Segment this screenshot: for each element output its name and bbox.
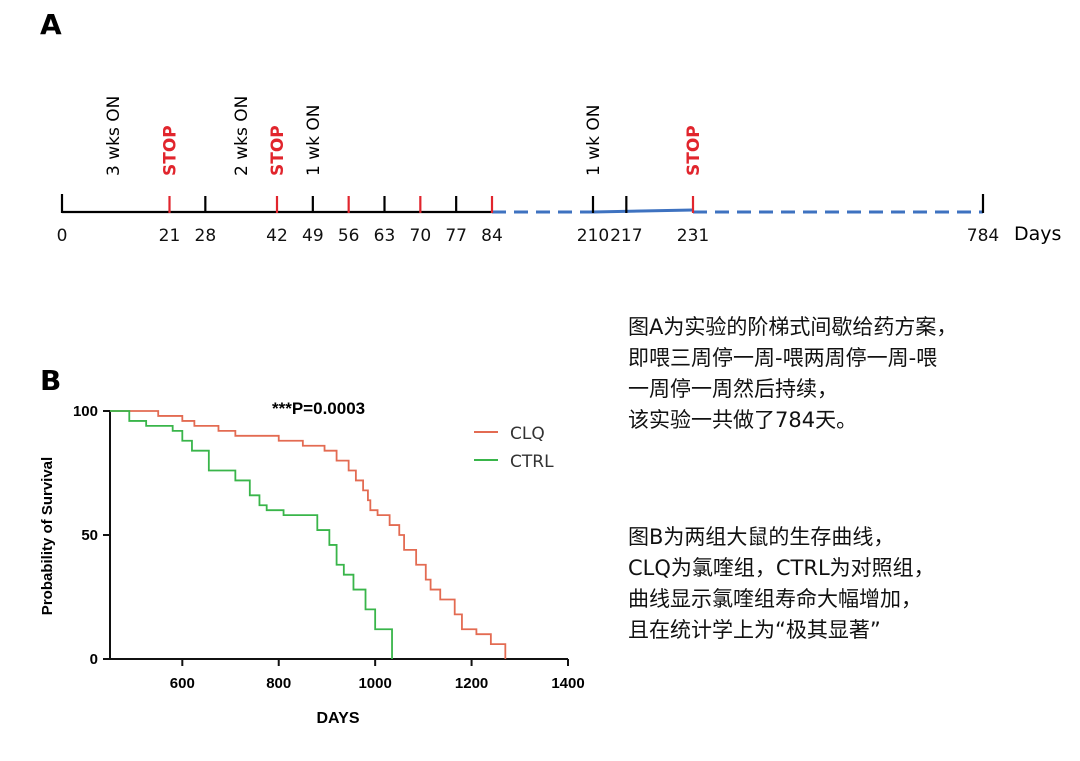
description-line: 且在统计学上为“极其显著” [628,618,881,642]
timeline-tick-label: 231 [677,226,709,246]
x-tick-label: 600 [170,675,195,692]
timeline-axis [62,208,983,214]
timeline-unit-label: Days [1014,223,1061,245]
y-tick-label: 0 [90,651,98,668]
timeline-event-label: STOP [161,125,181,176]
timeline-treatment-segment [592,208,694,214]
timeline-event-label: 1 wk ON [304,105,324,176]
description-paragraph-a: 图A为实验的阶梯式间歇给药方案， 即喂三周停一周-喂两周停一周-喂 一周停一周然… [628,312,957,436]
timeline-event-labels: 3 wks ON STOP 2 wks ON STOP 1 wk ON 1 wk ON ST… [104,96,704,176]
survival-curve-clq [110,410,507,659]
timeline-tick-label: 84 [481,226,503,246]
x-axis-label: DAYS [317,710,360,727]
survival-curve-ctrl [110,410,393,659]
description-line: 图B为两组大鼠的生存曲线， [628,525,895,549]
timeline-tick-label: 0 [57,226,68,246]
timeline-event-label: 3 wks ON [104,96,124,176]
x-tick-label: 1200 [455,675,488,692]
pvalue-annotation: ***P=0.0003 [272,399,365,418]
timeline-tick-label: 210 [577,226,609,246]
panel-a-timeline: A 0 21 28 42 49 56 63 70 77 84 210 217 231 784 3 wks … [40,8,1061,246]
timeline-event-label: 1 wk ON [584,105,604,176]
description-line: 该实验一共做了784天。 [628,408,858,432]
description-paragraph-b: 图B为两组大鼠的生存曲线， CLQ为氯喹组，CTRL为对照组， 曲线显示氯喹组寿… [628,522,935,646]
chart-legend: CLQ CTRL [474,424,554,472]
legend-label: CTRL [510,452,554,472]
timeline-tick-label: 77 [445,226,467,246]
y-axis-label: Probability of Survival [39,457,56,615]
y-tick-label: 50 [81,527,98,544]
panel-b-survival: B ***P=0.0003 0 50 100 600 800 1000 1200 1400 C… [39,364,585,727]
timeline-tick-label: 56 [338,226,360,246]
timeline-event-label: STOP [684,125,704,176]
timeline-tick-label: 21 [159,226,181,246]
timeline-tick-label: 784 [967,226,999,246]
timeline-tick-label: 70 [410,226,432,246]
timeline-event-label: STOP [268,125,288,176]
timeline-tick-label: 28 [195,226,217,246]
description-line: 图A为实验的阶梯式间歇给药方案， [628,315,958,339]
description-line: 即喂三周停一周-喂两周停一周-喂 [628,346,938,370]
x-tick-label: 1400 [551,675,584,692]
x-tick-label: 800 [266,675,291,692]
description-line: 一周停一周然后持续， [628,377,838,401]
description-line: CLQ为氯喹组，CTRL为对照组， [628,556,935,580]
legend-label: CLQ [510,424,545,444]
timeline-ticks: 0 21 28 42 49 56 63 70 77 84 210 217 231 784 [57,194,999,246]
timeline-tick-label: 49 [302,226,324,246]
chart-series [110,410,507,659]
timeline-tick-label: 42 [266,226,288,246]
timeline-tick-label: 217 [610,226,642,246]
description-line: 曲线显示氯喹组寿命大幅增加， [628,587,922,611]
y-tick-label: 100 [73,403,98,420]
panel-a-label: A [40,8,62,41]
chart-axes: 0 50 100 600 800 1000 1200 1400 [73,403,585,692]
x-tick-label: 1000 [358,675,391,692]
panel-b-label: B [40,364,61,397]
timeline-tick-label: 63 [374,226,396,246]
timeline-event-label: 2 wks ON [232,96,252,176]
